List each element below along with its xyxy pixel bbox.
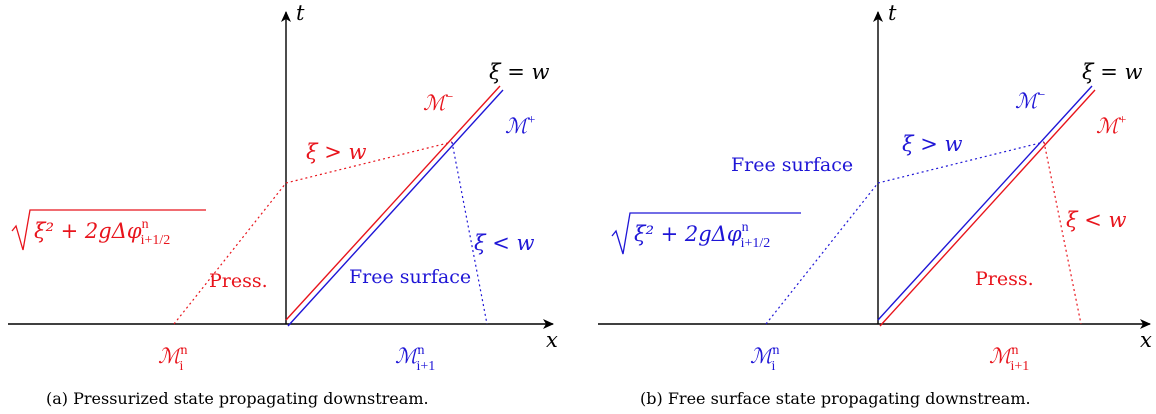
xi-gt-label-a: ξ > w [306, 140, 367, 164]
x-axis-label-a: x [546, 328, 558, 352]
xi-lt-label-a: ξ < w [474, 231, 535, 255]
m-right-label-b: ℳn i+1 [989, 343, 1029, 374]
m-minus-label-b: ℳ− [1015, 88, 1045, 113]
caption-a: (a) Pressurized state propagating downst… [46, 389, 429, 408]
left-region-label-a: Press. [209, 270, 268, 292]
panel-a: t x ξ = w ℳ− ℳ+ ξ > w ξ < w ξ² + 2gΔφn i+… [8, 1, 558, 408]
xi-gt-label-b: ξ > w [902, 132, 963, 156]
left-region-label-b: Free surface [731, 154, 853, 176]
x-axis-label-b: x [1140, 328, 1152, 352]
xi-lt-label-b: ξ < w [1066, 208, 1127, 232]
right-wave-line-a [451, 141, 488, 325]
m-plus-label-a: ℳ+ [505, 113, 535, 138]
sqrt-expression-a: ξ² + 2gΔφn i+1/2 [11, 209, 206, 251]
interface-blue-line-a [287, 89, 504, 327]
interface-label-b: ξ = w [1082, 60, 1143, 84]
interface-red-line-a [285, 85, 501, 321]
interface-red-line-b [879, 89, 1096, 327]
caption-b: (b) Free surface state propagating downs… [640, 389, 1031, 408]
m-right-label-a: ℳn i+1 [395, 343, 435, 374]
t-axis-label-b: t [888, 1, 897, 25]
right-wave-line-b [1043, 141, 1082, 325]
m-left-label-a: ℳn i [158, 343, 187, 374]
panel-b: t x ξ = w ℳ− ℳ+ ξ > w ξ < w Free surface… [598, 1, 1152, 408]
sqrt-expression-b: ξ² + 2gΔφn i+1/2 [611, 212, 801, 255]
interface-label-a: ξ = w [489, 60, 550, 84]
m-plus-label-b: ℳ+ [1096, 113, 1126, 138]
m-left-label-b: ℳn i [750, 343, 779, 374]
interface-blue-line-b [877, 85, 1093, 321]
left-wave-path-a [173, 141, 453, 325]
m-minus-label-a: ℳ− [423, 90, 453, 115]
t-axis-label-a: t [296, 1, 305, 25]
right-region-label-b: Press. [975, 268, 1034, 290]
right-region-label-a: Free surface [349, 266, 471, 288]
left-wave-path-b [765, 141, 1045, 325]
